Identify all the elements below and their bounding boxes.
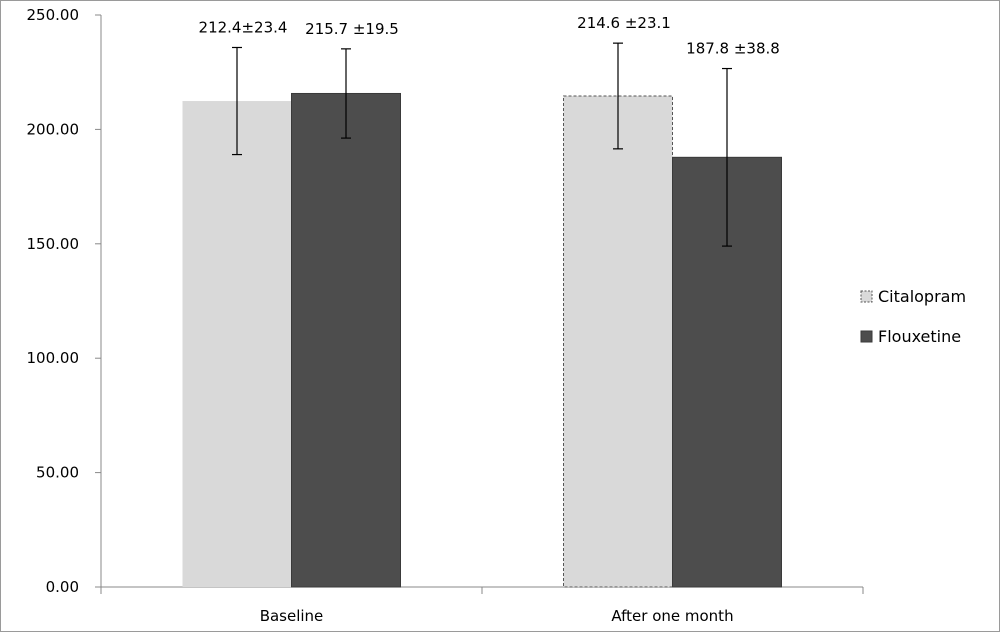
bar (291, 92, 401, 588)
data-label: 214.6 ±23.1 (577, 14, 671, 32)
y-tick-label: 150.00 (27, 235, 80, 253)
legend-label: Citalopram (878, 287, 966, 306)
y-tick-label: 200.00 (27, 120, 80, 138)
y-tick-label: 50.00 (36, 464, 79, 482)
y-tick-label: 250.00 (27, 6, 80, 24)
x-tick-label: Baseline (260, 607, 324, 625)
data-label: 187.8 ±38.8 (686, 40, 780, 58)
y-tick-label: 0.00 (46, 578, 79, 596)
data-label: 212.4±23.4 (199, 18, 288, 36)
bar (563, 95, 673, 588)
legend-swatch (860, 330, 873, 343)
x-tick-label: After one month (611, 607, 733, 625)
bars (182, 92, 782, 588)
bar (182, 101, 292, 587)
legend-swatch (860, 290, 873, 303)
data-label: 215.7 ±19.5 (305, 20, 399, 38)
y-axis-ticks: 0.00 50.00 100.00 150.00 200.00 250.00 (27, 6, 101, 596)
data-labels: 212.4±23.4 214.6 ±23.1 215.7 ±19.5 187.8 ±3… (199, 14, 780, 57)
legend: Citalopram Flouxetine (860, 287, 966, 346)
legend-label: Flouxetine (878, 327, 961, 346)
y-tick-label: 100.00 (27, 349, 80, 367)
x-axis-ticks: Baseline After one month (100, 587, 864, 625)
error-bars (232, 42, 732, 247)
